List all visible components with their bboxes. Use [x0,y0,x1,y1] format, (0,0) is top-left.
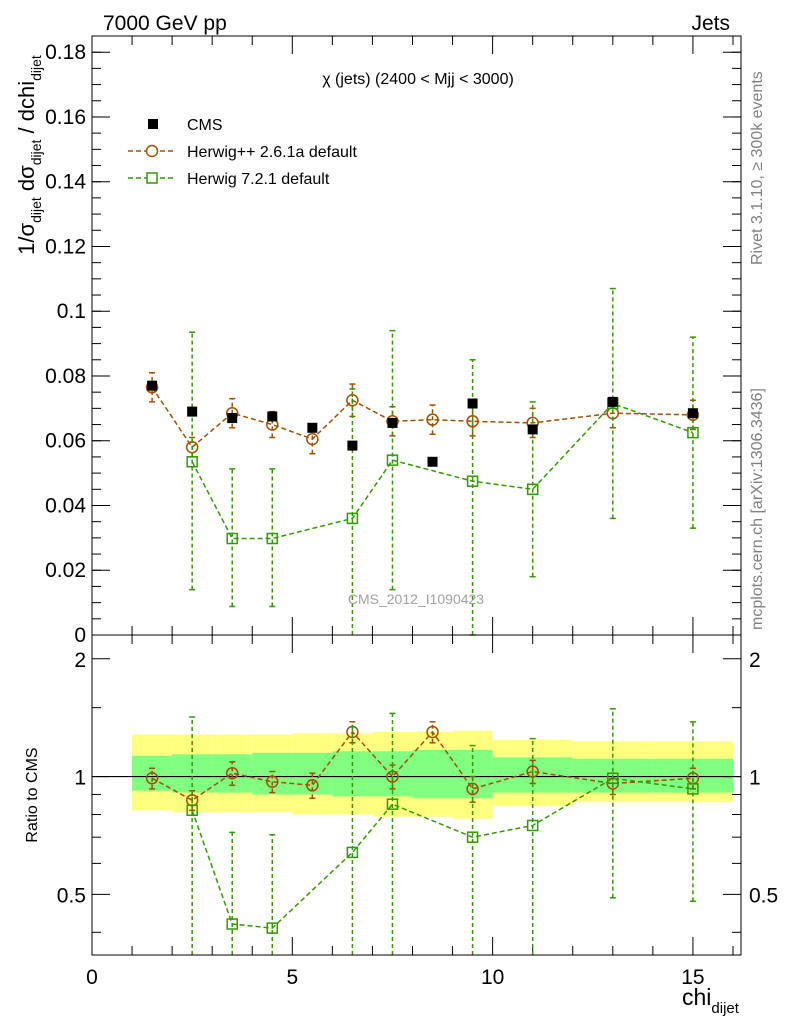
x-tick-label: 5 [286,966,298,989]
main-series-line [151,386,693,449]
ratio-herwigpp-point [266,775,279,788]
legend: CMS Herwig++ 2.6.1a default Herwig 7.2.1 d… [128,117,357,188]
cms-data-point [307,422,318,433]
herwig7-point [186,456,198,468]
herwig7-point [687,426,699,439]
cms-data-point [187,406,198,417]
ratio-series-line [151,730,693,802]
svg-text:1/σdijet dσdijet / dchidijet: 1/σdijet dσdijet / dchidijet [14,55,44,255]
main-y-tick-label: 0.02 [45,559,86,582]
cms-data-point [687,408,698,419]
x-tick-label: 10 [481,966,504,989]
main-series-0 [147,380,698,467]
ratio-y-tick-label-right: 1 [749,767,761,790]
legend-entry-0: CMS [148,117,223,134]
ratio-herwig7-point [226,918,238,930]
ratio-y-tick-label: 0.5 [57,884,86,907]
herwig7-point [266,532,279,545]
cms-data-point [387,417,398,428]
ratio-y-tick-label-right: 0.5 [749,884,778,907]
mcplots-label: mcplots.cern.ch [arXiv:1306.3436] [749,388,766,630]
ratio-herwigpp-point [306,779,319,792]
main-y-tick-label: 0.08 [45,365,86,388]
ratio-herwig7-point [386,798,399,810]
main-y-tick-label: 0.18 [45,41,86,64]
ratio-green-band [212,754,253,793]
legend-label: Herwig 7.2.1 default [187,171,330,188]
x-tick-label: 15 [681,966,704,989]
ratio-herwig7-point [466,831,479,843]
ratio-herwig7-point [687,783,699,795]
ratio-herwig7-point [346,846,359,859]
herwig7-point [386,454,399,466]
legend-entry-2: Herwig 7.2.1 default [128,171,330,188]
main-series-2 [186,287,699,636]
cms-data-point [147,380,158,391]
ratio-ylabel: Ratio to CMS [24,747,41,842]
cms-data-point [607,396,618,407]
herwig7-point [466,475,479,487]
cms-data-point [427,456,438,467]
legend-marker [148,119,158,129]
ratio-herwig7-point [607,772,619,785]
main-y-tick-label: 0.16 [45,106,86,129]
legend-marker [146,172,158,184]
ratio-panel: 0.5 0.5 1 1 2 2 0 5 10 15 Ratio to CMS [24,634,778,989]
herwigpp-point [306,432,319,446]
main-y-tick-label: 0.14 [45,171,86,194]
ratio-series [145,708,700,955]
herwig7-point [226,532,238,545]
legend-entry-1: Herwig++ 2.6.1a default [128,144,357,161]
header-right: Jets [691,12,730,35]
ratio-green-band [412,749,453,799]
ratio-series-1 [186,708,699,955]
cms-data-point [467,398,478,409]
main-y-tick-label: 0.12 [45,235,86,258]
cms-data-point [527,424,538,435]
x-tick-label: 0 [86,966,98,989]
rivet-label: Rivet 3.1.10, ≥ 300k events [749,71,766,265]
ratio-y-tick-label: 1 [74,767,86,790]
ratio-frame [91,634,742,956]
legend-marker [145,144,159,158]
ratio-herwig7-point [186,804,198,817]
main-y-tick-label: 0.1 [57,300,86,323]
main-y-tick-label: 0.04 [45,494,86,517]
ratio-herwigpp-point [426,725,439,739]
cms-data-point [267,411,278,422]
cms-data-point [347,440,358,451]
ratio-green-band [252,752,293,795]
ratio-herwigpp-point [145,772,159,785]
main-series-line [191,402,694,540]
main-ticks: 0 0.02 0.04 0.06 0.08 0.1 0.12 0.14 0.16 0.18 [45,36,741,647]
main-ylabel: 1/σdijet dσdijet / dchidijet [14,55,44,255]
herwigpp-point [426,413,439,426]
ratio-ticks: 0.5 0.5 1 1 2 2 0 5 10 15 [57,635,778,989]
main-panel: 0 0.02 0.04 0.06 0.08 0.1 0.12 0.14 0.16 0.18 χ (… [14,35,742,647]
herwig7-point [526,483,539,496]
ratio-herwigpp-point [225,766,239,780]
ratio-y-tick-label-right: 2 [749,649,761,672]
header-left: 7000 GeV pp [103,12,227,35]
legend-label: CMS [187,117,223,134]
legend-label: Herwig++ 2.6.1a default [187,144,357,161]
main-series [145,287,700,636]
main-y-tick-label: 0 [74,624,86,647]
ratio-herwig7-point [266,922,279,934]
main-y-tick-label: 0.06 [45,430,86,453]
herwig7-point [346,512,359,525]
main-title: χ (jets) (2400 < Mjj < 3000) [322,71,514,88]
ratio-herwig7-point [526,819,539,832]
ratio-y-tick-label: 2 [74,649,86,672]
cms-data-point [227,413,238,424]
watermark: CMS_2012_I1090423 [348,591,484,607]
